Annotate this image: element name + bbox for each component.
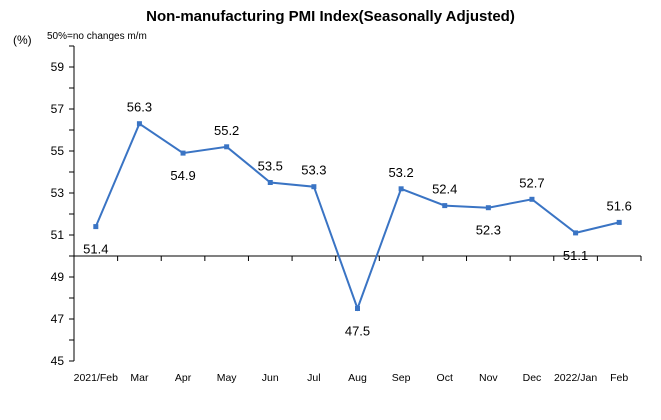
data-label: 56.3 [127, 100, 152, 115]
x-tick-label: 2021/Feb [74, 372, 119, 384]
x-tick-label: Sep [392, 372, 411, 384]
series-pmi [93, 121, 622, 312]
x-tick-label: Apr [175, 372, 192, 384]
series-line [94, 122, 620, 312]
y-tick-label: 59 [51, 60, 65, 74]
y-tick-label: 45 [51, 354, 65, 368]
data-point [224, 144, 230, 150]
data-label: 53.3 [301, 163, 326, 178]
x-tick-label: Nov [479, 372, 498, 384]
x-tick-label: Jun [262, 372, 279, 384]
y-tick-label: 47 [51, 312, 65, 326]
x-tick-label: Feb [610, 372, 628, 384]
data-label: 53.5 [258, 159, 283, 174]
y-tick-label: 53 [51, 186, 65, 200]
y-tick-label: 57 [51, 102, 65, 116]
y-tick-label: 55 [51, 144, 65, 158]
x-tick-label: Dec [523, 372, 542, 384]
y-unit-label: (%) [13, 33, 32, 47]
y-tick-label: 49 [51, 270, 65, 284]
data-label: 54.9 [170, 168, 195, 183]
data-label: 52.3 [476, 223, 501, 238]
data-point [267, 180, 273, 185]
data-labels: 51.4 56.3 54.9 55.2 53.5 53.3 47.5 53.2 52.4 52.3… [83, 100, 632, 339]
x-tick-label: Mar [130, 372, 149, 384]
data-label: 51.4 [83, 242, 108, 257]
x-tick-label: May [217, 372, 238, 384]
data-point [311, 184, 317, 190]
data-label: 52.4 [432, 182, 457, 197]
data-label: 52.7 [519, 175, 544, 190]
data-point [573, 230, 579, 236]
x-tick-label: Jul [307, 372, 320, 384]
data-label: 51.6 [607, 198, 632, 213]
data-point [93, 224, 99, 230]
x-tick-label: Aug [348, 372, 367, 384]
data-label: 53.2 [388, 165, 413, 180]
x-axis-ticks: 2021/Feb Mar Apr May Jun Jul Aug Sep Oct Nov Dec 20… [73, 256, 642, 384]
data-point [355, 306, 360, 311]
chart-axes [73, 46, 641, 361]
data-label: 55.2 [214, 123, 239, 138]
x-tick-label: Oct [437, 372, 453, 384]
data-point [180, 150, 186, 156]
y-tick-label: 51 [51, 228, 65, 242]
data-point [398, 186, 404, 192]
chart-title: Non-manufacturing PMI Index(Seasonally A… [146, 8, 515, 25]
chart-note: 50%=no changes m/m [47, 31, 147, 42]
x-tick-label: 2022/Jan [554, 372, 597, 384]
data-point [616, 219, 622, 225]
data-point [442, 203, 448, 209]
data-label: 47.5 [345, 324, 370, 339]
data-point [529, 196, 535, 202]
data-point [136, 121, 142, 127]
data-point [485, 205, 491, 211]
data-label: 51.1 [563, 248, 588, 263]
y-axis-ticks: 45 47 49 51 53 55 57 59 [51, 45, 74, 368]
